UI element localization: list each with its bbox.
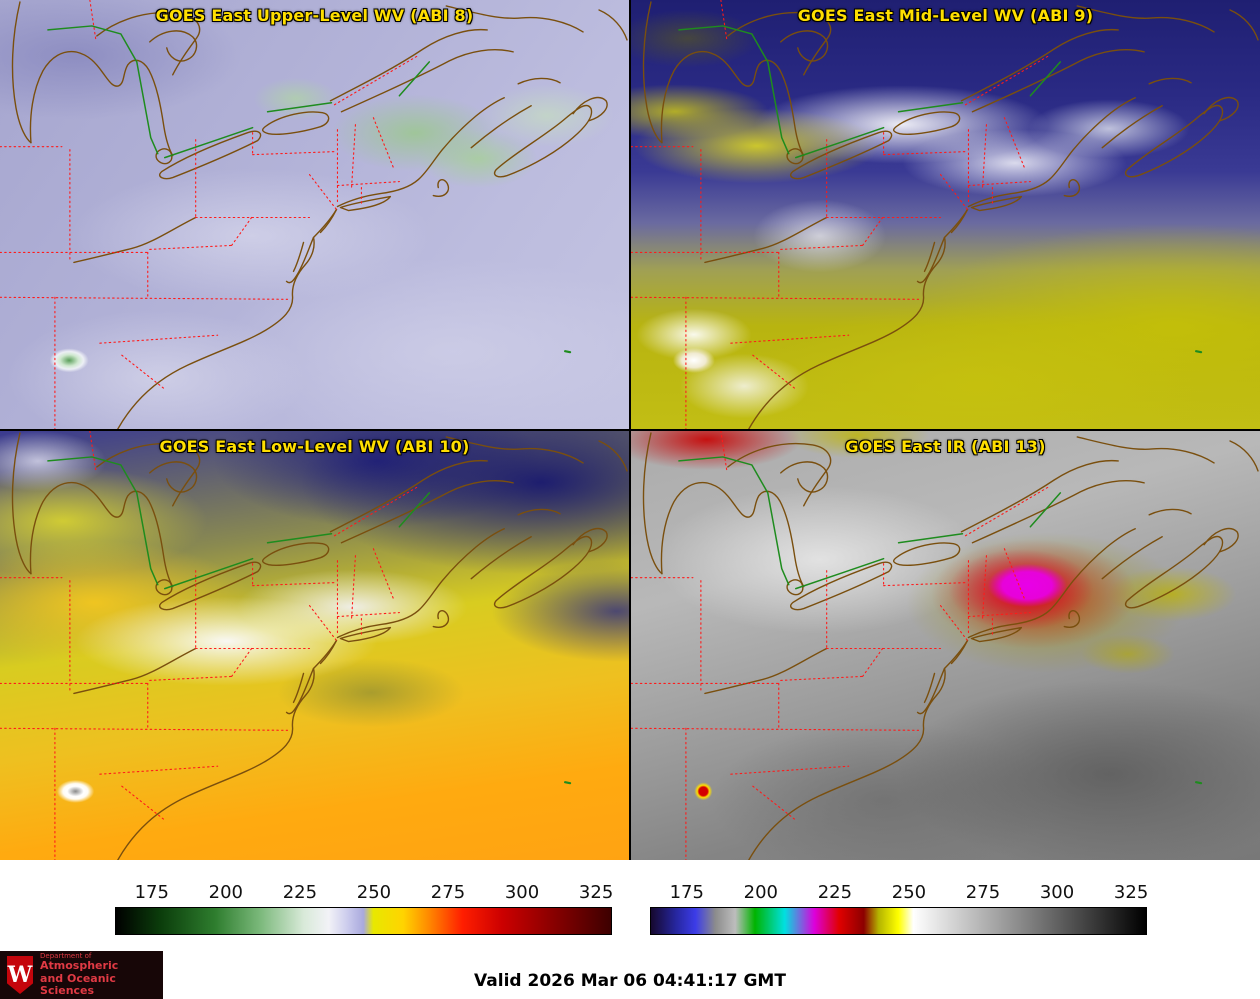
map-overlay: [631, 431, 1260, 860]
colorbar-wv-gradient: [115, 907, 612, 935]
satellite-image-abi9: [631, 0, 1260, 429]
panel-title: GOES East IR (ABI 13): [845, 437, 1046, 456]
panel-grid: GOES East Upper-Level WV (ABI 8) GOES Ea…: [0, 0, 1260, 860]
panel-title: GOES East Mid-Level WV (ABI 9): [797, 6, 1094, 25]
tick-label: 250: [356, 882, 392, 903]
colorbar-ir-ticks: 175 200 225 250 275 300 325: [650, 882, 1149, 906]
colorbar-wv-ticks: 175 200 225 250 275 300 325: [115, 882, 614, 906]
tick-label: 225: [817, 882, 853, 903]
colorbar-ir-gradient: [650, 907, 1147, 935]
tick-label: 250: [891, 882, 927, 903]
tick-label: 175: [134, 882, 169, 903]
valid-time-text: Valid 2026 Mar 06 04:41:17 GMT: [474, 971, 786, 991]
map-overlay: [631, 0, 1260, 429]
satellite-image-abi13: [631, 431, 1260, 860]
panel-mid-level-wv-abi9: GOES East Mid-Level WV (ABI 9): [631, 0, 1260, 429]
map-overlay: [0, 431, 629, 860]
satellite-image-abi10: [0, 431, 629, 860]
panel-title: GOES East Upper-Level WV (ABI 8): [155, 6, 474, 25]
panel-ir-abi13: GOES East IR (ABI 13): [631, 431, 1260, 860]
satellite-image-abi8: [0, 0, 629, 429]
logo-line-oceanic: and Oceanic Sciences: [40, 971, 116, 998]
uw-aos-logo: W Department of Atmospheric and Oceanic …: [0, 951, 163, 999]
tick-label: 275: [430, 882, 466, 903]
tick-label: 300: [504, 882, 540, 903]
panel-upper-level-wv-abi8: GOES East Upper-Level WV (ABI 8): [0, 0, 629, 429]
tick-label: 175: [669, 882, 704, 903]
map-overlay: [0, 0, 629, 429]
logo-department-of: Department of: [40, 952, 92, 961]
tick-label: 300: [1039, 882, 1075, 903]
uw-logo-text: Department of Atmospheric and Oceanic Sc…: [40, 952, 156, 998]
panel-low-level-wv-abi10: GOES East Low-Level WV (ABI 10): [0, 431, 629, 860]
colorbar-wv: 175 200 225 250 275 300 325: [115, 882, 614, 935]
legend-footer-area: 175 200 225 250 275 300 325 175 200 225 …: [0, 860, 1260, 999]
tick-label: 325: [578, 882, 614, 903]
tick-label: 225: [282, 882, 318, 903]
colorbar-ir: 175 200 225 250 275 300 325: [650, 882, 1149, 935]
logo-line-atmospheric: Atmospheric: [40, 959, 119, 973]
tick-label: 200: [208, 882, 244, 903]
panel-title: GOES East Low-Level WV (ABI 10): [159, 437, 470, 456]
tick-label: 275: [965, 882, 1001, 903]
tick-label: 325: [1113, 882, 1149, 903]
tick-label: 200: [743, 882, 779, 903]
